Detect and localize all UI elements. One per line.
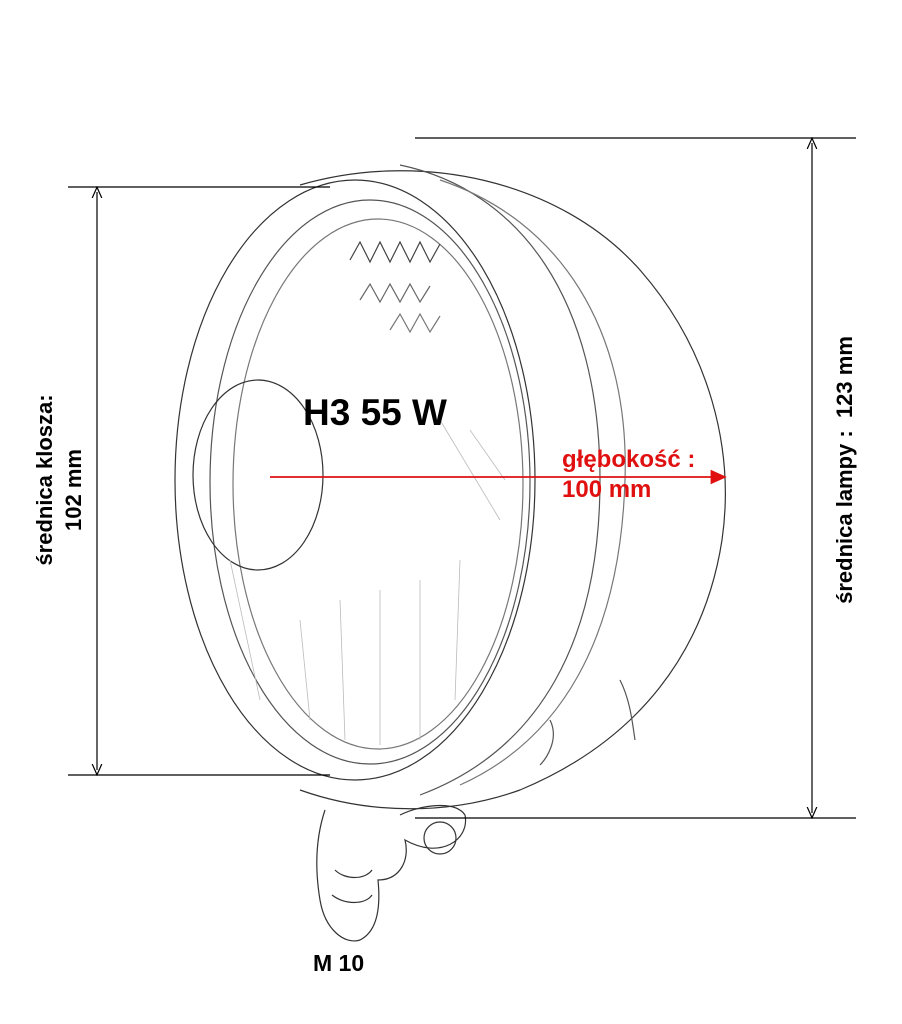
mount-bracket [316,804,467,942]
lens-diameter-title: średnica klosza: [32,394,57,566]
housing [299,170,726,810]
depth-value: 100 mm [562,476,652,503]
front-rim [174,179,536,781]
lamp-outline [174,164,726,942]
lens-diameter-value: 102 mm [61,449,86,531]
lamp-diameter-label: średnica lampy : 123 mm [832,336,857,604]
thread-label: M 10 [313,950,365,976]
bulb-label: H3 55 W [303,392,447,433]
bulb-reflector [192,379,324,571]
depth-title: głębokość : [562,446,696,473]
lens [232,218,524,750]
dimension-lines [68,138,856,818]
